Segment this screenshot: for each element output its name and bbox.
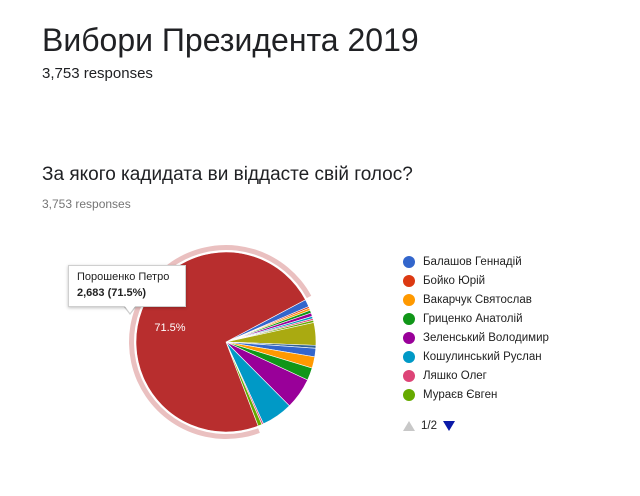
legend-item[interactable]: Ляшко Олег [403, 366, 549, 385]
chart-tooltip: Порошенко Петро 2,683 (71.5%) [68, 265, 186, 307]
legend-label: Кошулинський Руслан [423, 350, 542, 363]
legend-item[interactable]: Кошулинський Руслан [403, 347, 549, 366]
legend-item[interactable]: Балашов Геннадій [403, 252, 549, 271]
question-title: За якого кадидата ви віддасте свій голос… [42, 164, 413, 185]
legend-swatch [403, 350, 415, 363]
legend-swatch [403, 388, 415, 401]
legend-swatch [403, 369, 415, 382]
tooltip-arrow-fill [124, 305, 136, 313]
legend-label: Мураєв Євген [423, 388, 498, 401]
question-response-count: 3,753 responses [42, 197, 131, 211]
legend-swatch [403, 331, 415, 344]
legend-page-label: 1/2 [421, 420, 437, 432]
legend-label: Гриценко Анатолій [423, 312, 523, 325]
legend-swatch [403, 255, 415, 268]
previous-page-icon[interactable] [403, 421, 415, 431]
legend-label: Вакарчук Святослав [423, 293, 532, 306]
chart-legend: Балашов Геннадій Бойко Юрій Вакарчук Свято… [403, 252, 549, 404]
next-page-icon[interactable] [443, 421, 455, 431]
legend-swatch [403, 293, 415, 306]
legend-label: Бойко Юрій [423, 274, 486, 287]
legend-label: Зеленський Володимир [423, 331, 549, 344]
legend-label: Балашов Геннадій [423, 255, 522, 268]
form-title: Вибори Президента 2019 [42, 22, 419, 58]
legend-item[interactable]: Вакарчук Святослав [403, 290, 549, 309]
slice-percent-label: 71.5% [154, 322, 185, 334]
legend-swatch [403, 274, 415, 287]
legend-item[interactable]: Мураєв Євген [403, 385, 549, 404]
legend-label: Ляшко Олег [423, 369, 487, 382]
legend-swatch [403, 312, 415, 325]
tooltip-value: 2,683 (71.5%) [77, 287, 147, 299]
legend-item[interactable]: Гриценко Анатолій [403, 309, 549, 328]
legend-item[interactable]: Зеленський Володимир [403, 328, 549, 347]
legend-pager: 1/2 [403, 420, 455, 432]
legend-item[interactable]: Бойко Юрій [403, 271, 549, 290]
tooltip-name: Порошенко Петро [77, 271, 170, 283]
form-response-count: 3,753 responses [42, 65, 153, 82]
